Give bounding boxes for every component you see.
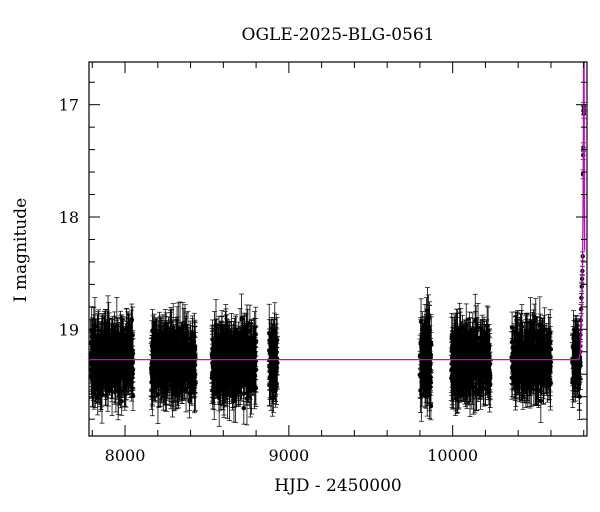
data-point-1207 — [252, 373, 258, 378]
data-point-397 — [98, 344, 103, 350]
data-point-411 — [95, 337, 101, 342]
data-point-842 — [184, 349, 189, 355]
data-point-381 — [119, 339, 124, 344]
season-1 — [148, 301, 198, 425]
data-point-830 — [187, 398, 192, 404]
data-point-841 — [190, 361, 196, 366]
data-point-838 — [151, 345, 156, 351]
data-point-840 — [155, 348, 160, 354]
chart-title: OGLE-2025-BLG-0561 — [242, 25, 435, 45]
data-point-780 — [187, 336, 193, 341]
data-point-379 — [90, 345, 95, 350]
data-point-345 — [97, 375, 102, 380]
data-point-827 — [169, 378, 174, 383]
y-axis-label: I magnitude — [11, 198, 31, 302]
data-point-317 — [98, 382, 104, 387]
data-point-1246 — [223, 372, 228, 377]
data-point-839 — [177, 350, 182, 356]
data-point-845 — [159, 341, 165, 346]
data-point-1216 — [241, 325, 247, 330]
data-point-834 — [166, 366, 172, 372]
data-layer — [89, 102, 587, 427]
season-0 — [89, 295, 136, 424]
data-point-248 — [119, 399, 124, 404]
data-point-808 — [163, 385, 168, 390]
data-point-399 — [118, 370, 124, 375]
season-2 — [209, 293, 259, 427]
data-point-394 — [104, 335, 109, 340]
data-point-831 — [163, 334, 169, 340]
data-point-406 — [125, 375, 130, 380]
data-point-266 — [99, 392, 105, 397]
data-point-847 — [150, 367, 156, 373]
data-point-844 — [151, 371, 157, 377]
data-point-843 — [169, 336, 174, 342]
data-point-829 — [171, 364, 176, 370]
data-point-836 — [184, 346, 190, 351]
data-point-846 — [174, 345, 180, 350]
data-point-403 — [110, 352, 116, 357]
x-axis-label: HJD - 2450000 — [274, 476, 402, 496]
data-point-407 — [122, 384, 127, 389]
data-point-405 — [129, 351, 134, 357]
data-point-617 — [155, 392, 161, 397]
data-point-354 — [103, 331, 108, 336]
data-point-400 — [124, 355, 130, 360]
data-point-413 — [114, 363, 119, 368]
data-point-410 — [106, 343, 111, 348]
data-point-1177 — [253, 385, 259, 391]
data-point-415 — [108, 362, 113, 367]
data-point-1241 — [238, 373, 243, 379]
data-point-337 — [91, 324, 97, 329]
data-point-813 — [156, 377, 162, 383]
data-point-825 — [187, 369, 192, 374]
data-point-351 — [90, 379, 95, 384]
data-point-412 — [102, 372, 108, 378]
